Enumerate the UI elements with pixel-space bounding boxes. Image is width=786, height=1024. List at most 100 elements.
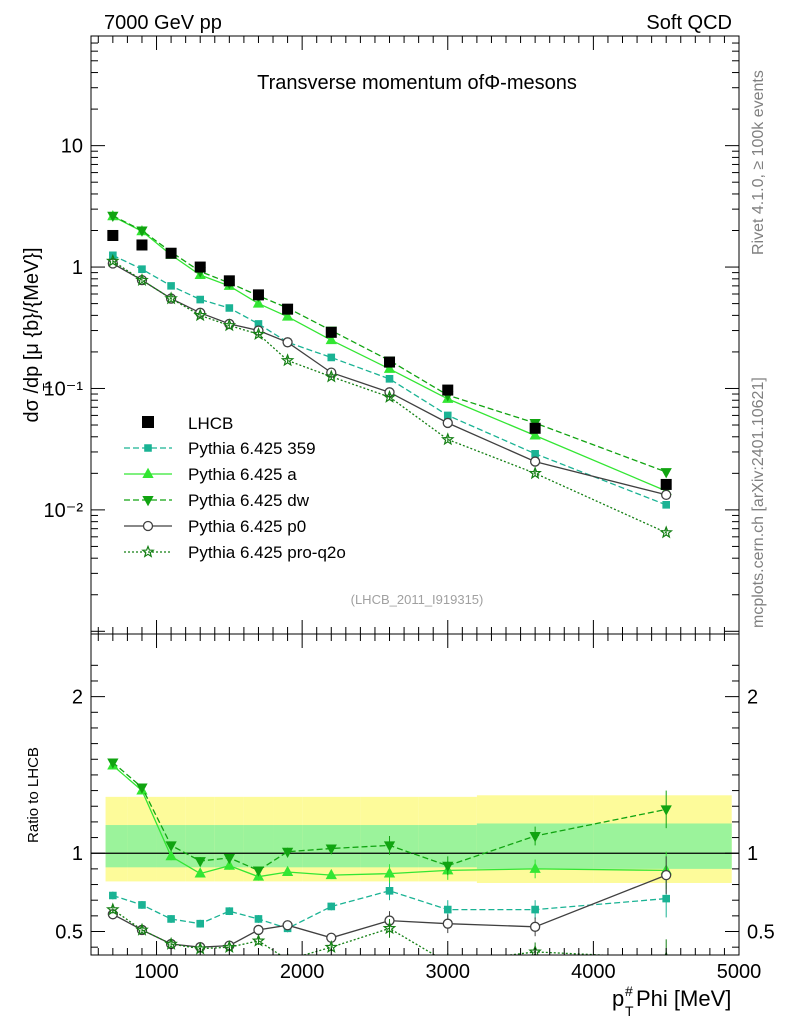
ratio-line [112, 890, 667, 930]
ratio-point [661, 869, 672, 881]
ratio-point [136, 783, 148, 794]
x-tick-label: 5000 [717, 961, 762, 983]
x-tick-label: 2000 [280, 961, 325, 983]
series-point [251, 326, 266, 340]
ratio-point [138, 901, 146, 909]
series-point [193, 308, 208, 322]
main-axes: 10 1 10⁻¹ 10⁻² [44, 35, 740, 634]
main-y-tick-label: 10⁻¹ [44, 378, 84, 400]
series-point [138, 265, 146, 274]
series-point [324, 369, 339, 383]
legend-entry: Pythia 6.425 dw [124, 491, 310, 510]
legend-entry: Pythia 6.425 p0 [124, 517, 306, 536]
data-point [384, 356, 396, 368]
legend-marker [142, 496, 154, 507]
ratio-point [281, 847, 294, 858]
x-axis-title: p T # Phi [MeV] [612, 983, 731, 1019]
series-point [531, 449, 539, 458]
ratio-point [167, 915, 175, 923]
data-point [107, 229, 119, 241]
series-point [281, 310, 294, 321]
ratio-point [660, 805, 672, 816]
ratio-point [383, 841, 396, 852]
series-point [662, 501, 670, 509]
ratio-point [164, 936, 178, 950]
x-tick-label: 1000 [134, 961, 179, 983]
series-point [383, 362, 396, 373]
ratio-point [105, 902, 120, 916]
ratio-point [196, 919, 205, 928]
series-point [164, 291, 178, 305]
header-left-label: 7000 GeV pp [104, 12, 222, 34]
ratio-point [325, 844, 337, 855]
uncertainty-band-inner [243, 825, 274, 868]
series-line [112, 262, 667, 496]
data-point [325, 326, 337, 338]
x-axis-label-sup: # [625, 983, 633, 999]
ratio-plot-marks [91, 758, 739, 955]
main-y-tick-label: 1 [72, 257, 83, 279]
ratio-point [442, 918, 453, 929]
ratio-point [529, 832, 541, 843]
series-point [282, 337, 293, 348]
x-axis-label-main: p [612, 986, 624, 1011]
ratio-y-axis-label: Ratio to LHCB [25, 747, 42, 843]
series-point [136, 226, 148, 237]
x-tick-label: 4000 [571, 961, 616, 983]
legend-label: Pythia 6.425 dw [188, 491, 310, 510]
legend-label: Pythia 6.425 p0 [188, 517, 306, 536]
series-pythia-6-425-pro-q2o [105, 253, 674, 539]
series-point [222, 318, 237, 332]
data-point [252, 289, 264, 301]
data-point [194, 261, 206, 273]
series-point [529, 456, 541, 467]
ratio-point [531, 905, 539, 914]
ratio-y-tick-label: 1 [72, 843, 83, 865]
main-y-axis-title: dσ /dp [μ {b}/{MeV}] T [21, 247, 55, 422]
series-point [196, 295, 205, 304]
legend-marker [142, 467, 154, 478]
series-point [443, 411, 452, 420]
ratio-point [194, 857, 206, 868]
series-point [440, 432, 455, 446]
ratio-point [662, 894, 670, 903]
legend-label: Pythia 6.425 a [188, 465, 297, 484]
ratio-pythia-6-425-359 [109, 879, 670, 933]
header-right-label: Soft QCD [646, 12, 732, 34]
ratio-point [225, 907, 234, 915]
uncertainty-band-inner [105, 825, 128, 868]
series-point [659, 525, 674, 539]
ratio-point [107, 758, 119, 769]
series-point [325, 333, 337, 345]
series-point [327, 353, 336, 362]
legend-marker [142, 520, 154, 532]
series-point [280, 353, 295, 367]
ratio-panel: 0.5 0.5 1 1 2 2 1000 2000 3000 4000 5000 Ratio to … [25, 633, 775, 1019]
ratio-point [252, 866, 265, 877]
series-point [442, 417, 453, 429]
ratio-point [383, 867, 396, 878]
series-point [167, 282, 175, 290]
ratio-point [282, 920, 293, 931]
series-pythia-6-425-dw [107, 211, 672, 479]
x-axis-label-rest: Phi [MeV] [636, 986, 731, 1011]
ratio-point [529, 862, 541, 873]
ratio-point [223, 859, 235, 870]
series-point [660, 468, 672, 479]
series-point [252, 297, 265, 308]
legend-entry: Pythia 6.425 a [124, 465, 297, 484]
ratio-y-tick-label-right: 2 [747, 687, 758, 709]
series-point [385, 375, 394, 383]
uncertainty-band-inner [273, 825, 303, 868]
series-point [105, 253, 120, 267]
series-point [135, 272, 149, 286]
legend-marker [141, 544, 155, 558]
ratio-point [223, 853, 235, 865]
legend-entry: Pythia 6.425 pro-q2o [124, 543, 346, 562]
x-tick-label: 3000 [426, 961, 471, 983]
ratio-pythia-6-425-dw [107, 758, 672, 877]
ratio-point [327, 902, 336, 911]
ratio-point [135, 922, 149, 936]
data-point [529, 422, 541, 434]
